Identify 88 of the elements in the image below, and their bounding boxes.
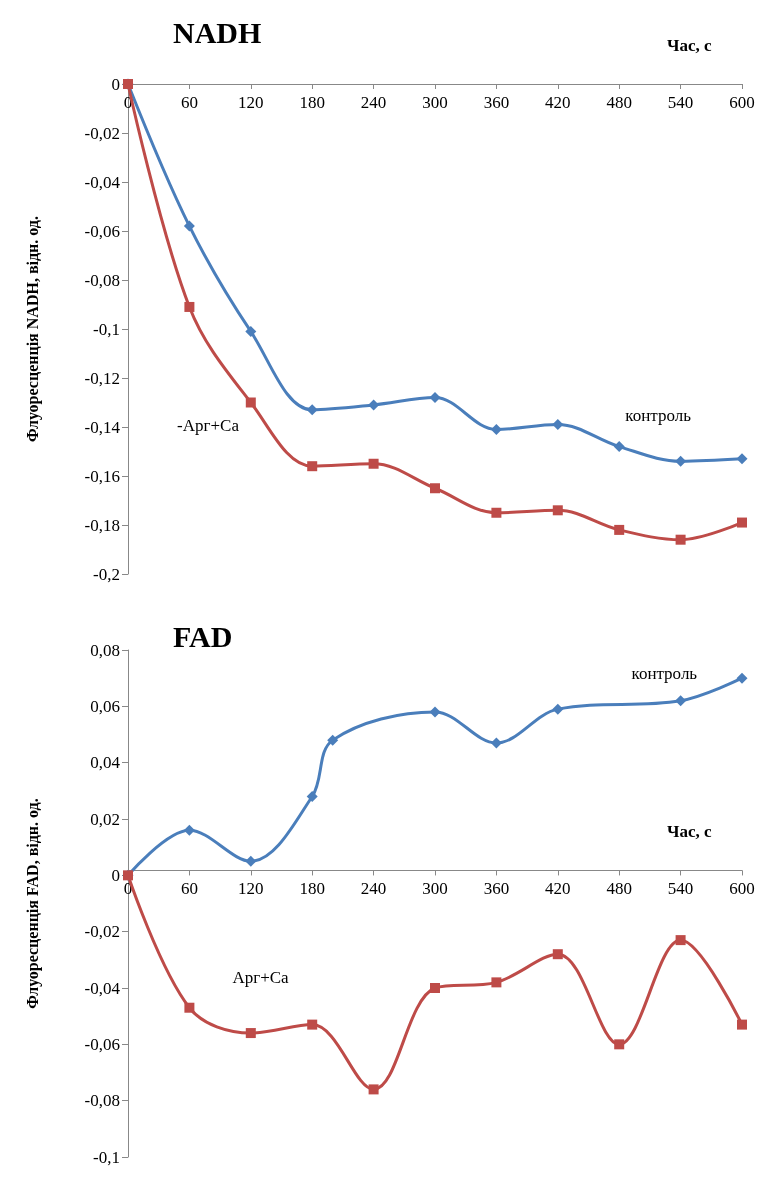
point xyxy=(491,977,502,988)
y-tick-label: -0,06 xyxy=(84,221,120,241)
x-tick-label: 60 xyxy=(180,879,198,899)
point xyxy=(552,505,563,516)
y-tick-label: 0,08 xyxy=(90,640,120,660)
x-tick-label: 300 xyxy=(422,879,448,899)
y-tick-label: -0,14 xyxy=(84,417,121,437)
y-tick-label: 0 xyxy=(111,74,120,94)
x-tick-label: 420 xyxy=(545,879,571,899)
point xyxy=(491,507,502,518)
point xyxy=(245,855,257,867)
x-tick-label: 120 xyxy=(238,879,264,899)
x-tick-label: 540 xyxy=(667,879,694,899)
point xyxy=(737,517,747,528)
x-tick-label: 600 xyxy=(729,93,755,112)
point xyxy=(306,790,318,802)
point xyxy=(613,441,625,453)
x-tick-label: 120 xyxy=(238,93,264,112)
y-tick-label: 0,02 xyxy=(90,809,120,829)
point xyxy=(675,695,687,707)
point xyxy=(327,734,339,746)
point xyxy=(184,301,195,312)
series-label: -Арг+Са xyxy=(177,416,240,436)
point xyxy=(614,1039,625,1050)
x-tick-label: 240 xyxy=(360,879,387,899)
point xyxy=(183,824,195,836)
y-axis-title: Флуоресценція NADH, відн. од. xyxy=(23,216,42,442)
point xyxy=(552,703,564,715)
point xyxy=(675,534,686,545)
point xyxy=(614,524,625,535)
y-tick-label: -0,16 xyxy=(84,466,120,486)
x-tick-label: 300 xyxy=(422,93,448,112)
point xyxy=(184,1002,195,1013)
x-tick-label: 420 xyxy=(545,93,571,112)
y-tick-label: 0 xyxy=(111,865,120,885)
y-tick-label: -0,06 xyxy=(84,1034,120,1054)
x-tick-label: 540 xyxy=(667,93,694,112)
y-tick-label: -0,08 xyxy=(84,270,120,290)
point xyxy=(736,672,748,684)
chart-title: FAD xyxy=(173,619,233,653)
point xyxy=(490,423,502,435)
y-tick-label: -0,04 xyxy=(84,172,121,192)
y-tick-label: -0,1 xyxy=(93,319,120,339)
y-tick-label: -0,04 xyxy=(84,978,121,998)
x-tick-label: 180 xyxy=(299,879,325,899)
x-tick-label: 360 xyxy=(483,879,510,899)
point xyxy=(245,1028,256,1039)
point xyxy=(490,737,502,749)
point xyxy=(429,706,441,718)
point xyxy=(429,392,441,404)
y-axis-title: Флуоресценція FAD, відн. од. xyxy=(23,798,42,1009)
series-label: контроль xyxy=(631,664,698,684)
x-tick-label: 360 xyxy=(483,93,510,112)
x-tick-label: 480 xyxy=(606,93,632,112)
x-tick-label: 240 xyxy=(360,93,387,112)
point xyxy=(736,453,748,465)
y-tick-label: 0,06 xyxy=(90,696,120,716)
y-tick-label: -0,08 xyxy=(84,1091,120,1111)
point xyxy=(245,397,256,408)
point xyxy=(368,458,379,469)
chart-title: NADH xyxy=(173,15,262,49)
point xyxy=(307,1019,318,1030)
point xyxy=(430,983,440,993)
x-tick-label: 600 xyxy=(729,879,755,899)
point xyxy=(552,419,564,431)
point xyxy=(430,483,440,494)
text: Арг+Са xyxy=(232,968,290,988)
x-axis-title: Час, с xyxy=(667,36,713,55)
point xyxy=(245,325,257,337)
y-tick-label: 0,04 xyxy=(90,753,121,773)
point xyxy=(307,461,318,472)
y-tick-label: -0,02 xyxy=(84,922,120,942)
point xyxy=(368,1084,379,1095)
point xyxy=(675,935,686,946)
point xyxy=(306,404,318,416)
y-tick-label: -0,2 xyxy=(93,564,120,584)
point xyxy=(737,1019,747,1030)
point xyxy=(552,949,563,960)
x-tick-label: 480 xyxy=(606,879,632,899)
y-tick-label: -0,02 xyxy=(84,123,120,143)
y-tick-label: -0,18 xyxy=(84,515,120,535)
series-label: контроль xyxy=(625,406,692,426)
x-tick-label: 180 xyxy=(299,93,325,112)
y-tick-label: -0,1 xyxy=(93,1147,120,1167)
y-tick-label: -0,12 xyxy=(84,368,120,388)
x-axis-title: Час, с xyxy=(667,822,713,842)
x-tick-label: 60 xyxy=(180,93,198,112)
point xyxy=(183,220,195,232)
